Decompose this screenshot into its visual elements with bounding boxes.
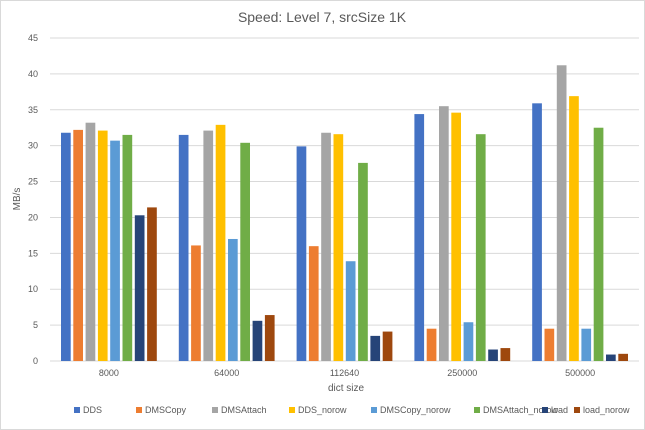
bar-load-norow-8000 [147,207,157,361]
legend-swatch [212,407,218,413]
bar-dds-norow-500000 [569,96,579,361]
bar-dds-norow-112640 [333,134,344,361]
y-tick-label: 30 [28,141,38,151]
y-tick-label: 35 [28,105,38,115]
bar-load-112640 [370,335,381,361]
y-tick-label: 5 [33,320,38,330]
y-tick-label: 15 [28,248,38,258]
bar-load-500000 [606,354,616,361]
bar-load-norow-250000 [500,348,511,361]
y-tick-label: 40 [28,69,38,79]
bar-dds-250000 [414,114,425,361]
legend-swatch [474,407,480,413]
bar-dmscopy-norow-250000 [463,322,474,361]
legend-swatch [371,407,377,413]
bars [61,65,628,362]
y-tick-label: 0 [33,356,38,366]
bar-dds-500000 [532,103,542,361]
bar-dmsattach-norow-64000 [240,142,250,361]
x-axis-label: dict size [328,383,365,394]
legend-label: load_norow [583,405,630,415]
bar-dmsattach-250000 [439,106,449,361]
bar-dds-norow-64000 [215,124,226,361]
bar-dds-64000 [178,134,189,361]
bar-dds-norow-250000 [451,112,461,362]
legend-label: load [551,405,568,415]
bar-dmsattach-norow-500000 [593,127,604,361]
y-tick-label: 10 [28,284,38,294]
bar-dmscopy-500000 [544,328,555,361]
bar-dmsattach-8000 [85,122,96,361]
legend-swatch [74,407,80,413]
bar-load-250000 [488,349,498,361]
bar-dds-112640 [296,146,307,361]
bar-dds-8000 [61,132,71,361]
x-tick-label: 250000 [447,368,477,378]
y-tick-label: 25 [28,177,38,187]
y-tick-label: 20 [28,212,38,222]
bar-load-norow-112640 [382,331,393,361]
legend-label: DMSAttach_norow [483,405,559,415]
legend: DDS DMSCopy DMSAttach DDS_norow DMSCopy_noro… [74,405,630,415]
bar-dmsattach-norow-112640 [358,162,368,361]
x-tick-label: 112640 [330,368,359,378]
legend-label: DMSCopy_norow [380,405,451,415]
bar-dmsattach-500000 [556,65,567,361]
legend-label: DMSAttach [221,405,267,415]
x-tick-label: 8000 [99,368,119,378]
bar-load-8000 [134,215,145,361]
y-tick-labels: 0 5 10 15 20 25 30 35 40 45 [28,33,38,366]
legend-item-dds: DDS [74,405,102,415]
legend-label: DDS [83,405,102,415]
bar-dmscopy-norow-500000 [581,328,592,361]
legend-item-load: load [542,405,568,415]
legend-item-dds-norow: DDS_norow [289,405,347,415]
chart-title: Speed: Level 7, srcSize 1K [238,9,407,25]
y-axis-label: MB/s [12,188,23,211]
bar-dmscopy-8000 [73,129,83,361]
legend-item-dmsattach: DMSAttach [212,405,267,415]
legend-swatch [136,407,142,413]
bar-dmscopy-64000 [191,245,201,361]
legend-label: DMSCopy [145,405,187,415]
bar-dmsattach-112640 [321,132,331,361]
x-tick-label: 500000 [565,368,595,378]
bar-dmscopy-norow-64000 [228,238,238,361]
legend-swatch [574,407,580,413]
bar-dmscopy-112640 [308,246,319,361]
legend-item-dmsattach-norow: DMSAttach_norow [474,405,559,415]
legend-swatch [542,407,548,413]
bar-dds-norow-8000 [97,130,108,361]
bar-load-norow-64000 [264,315,275,361]
x-tick-labels: 8000 64000 112640 250000 500000 [99,368,595,378]
legend-swatch [289,407,295,413]
legend-item-load-norow: load_norow [574,405,630,415]
bar-dmscopy-250000 [426,328,437,361]
bar-dmsattach-64000 [203,130,214,361]
bar-dmsattach-norow-8000 [122,134,133,361]
bar-dmscopy-norow-8000 [110,140,120,361]
y-tick-label: 45 [28,33,38,43]
legend-label: DDS_norow [298,405,347,415]
legend-item-dmscopy: DMSCopy [136,405,187,415]
bar-load-norow-500000 [618,353,628,361]
bar-dmsattach-norow-250000 [475,134,486,361]
legend-item-dmscopy-norow: DMSCopy_norow [371,405,451,415]
bar-dmscopy-norow-112640 [345,261,356,361]
bar-load-64000 [252,320,263,361]
x-tick-label: 64000 [214,368,239,378]
